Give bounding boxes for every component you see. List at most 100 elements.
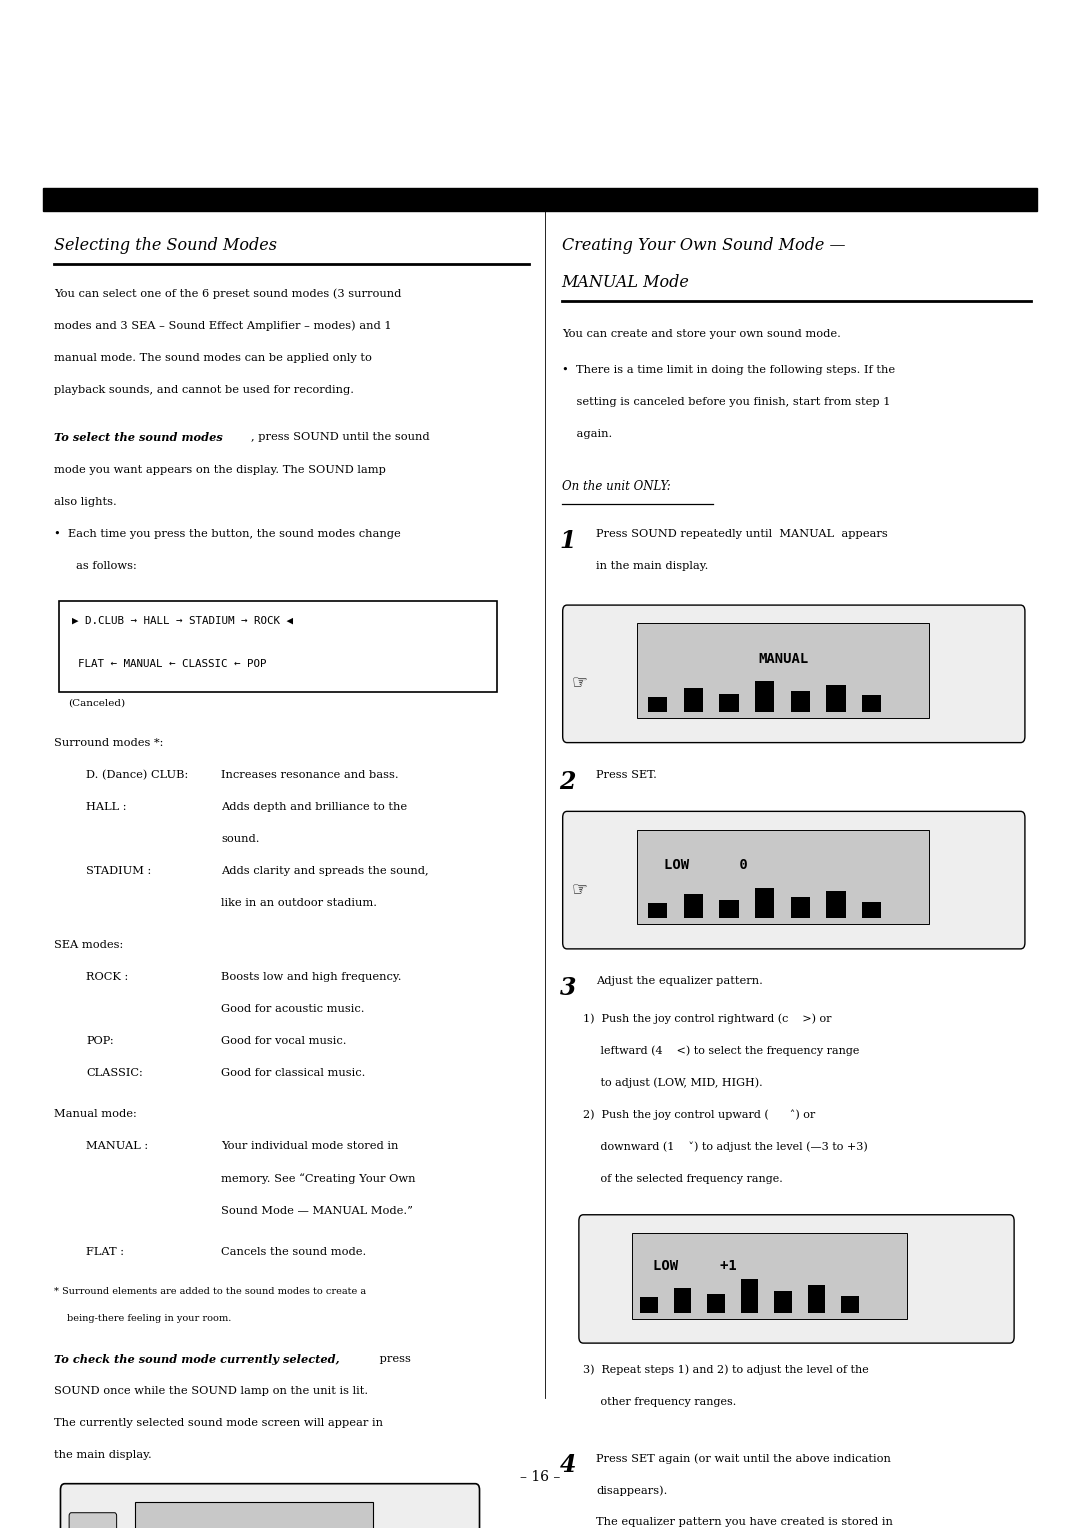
Bar <box>826 891 846 918</box>
Text: manual mode. The sound modes can be applied only to: manual mode. The sound modes can be appl… <box>54 353 372 364</box>
Text: to adjust (LOW, MID, HIGH).: to adjust (LOW, MID, HIGH). <box>583 1077 762 1088</box>
FancyBboxPatch shape <box>563 605 1025 743</box>
Bar <box>791 897 810 918</box>
Text: You can select one of the 6 preset sound modes (3 surround: You can select one of the 6 preset sound… <box>54 289 402 299</box>
Text: , press SOUND until the sound: , press SOUND until the sound <box>251 432 429 443</box>
Text: Adds depth and brilliance to the: Adds depth and brilliance to the <box>221 802 407 813</box>
Bar <box>862 902 881 918</box>
Text: Selecting the Sound Modes: Selecting the Sound Modes <box>54 237 276 254</box>
Bar <box>648 697 667 712</box>
Text: LOW     +1: LOW +1 <box>653 1259 738 1273</box>
Text: again.: again. <box>562 429 612 440</box>
Text: 1: 1 <box>559 529 576 553</box>
Text: FLAT :: FLAT : <box>86 1247 124 1258</box>
Text: ☞: ☞ <box>571 880 588 898</box>
Text: MANUAL: MANUAL <box>758 652 808 666</box>
Bar <box>640 1297 658 1313</box>
Text: of the selected frequency range.: of the selected frequency range. <box>583 1174 783 1184</box>
Text: SOUND once while the SOUND lamp on the unit is lit.: SOUND once while the SOUND lamp on the u… <box>54 1386 368 1397</box>
Text: Good for vocal music.: Good for vocal music. <box>221 1036 347 1047</box>
Text: On the unit ONLY:: On the unit ONLY: <box>562 480 671 494</box>
Bar <box>841 1296 859 1313</box>
Text: Sound Mode — MANUAL Mode.”: Sound Mode — MANUAL Mode.” <box>221 1206 414 1216</box>
Text: as follows:: as follows: <box>76 561 136 571</box>
Text: Manual mode:: Manual mode: <box>54 1109 137 1120</box>
Text: To check the sound mode currently selected,: To check the sound mode currently select… <box>54 1354 339 1365</box>
Text: sound.: sound. <box>221 834 260 845</box>
Bar <box>826 685 846 712</box>
Bar <box>719 900 739 918</box>
Text: STADIUM :: STADIUM : <box>86 866 151 877</box>
Text: in the main display.: in the main display. <box>596 561 708 571</box>
Text: Good for classical music.: Good for classical music. <box>221 1068 366 1079</box>
Text: Cancels the sound mode.: Cancels the sound mode. <box>221 1247 366 1258</box>
Text: Press SET.: Press SET. <box>596 770 657 781</box>
Text: like in an outdoor stadium.: like in an outdoor stadium. <box>221 898 377 909</box>
Text: 2: 2 <box>559 770 576 795</box>
Text: 4: 4 <box>559 1453 576 1478</box>
Text: MANUAL Mode: MANUAL Mode <box>562 274 689 290</box>
Text: memory. See “Creating Your Own: memory. See “Creating Your Own <box>221 1174 416 1184</box>
Bar <box>755 888 774 918</box>
Bar <box>808 1285 825 1313</box>
Text: •  Each time you press the button, the sound modes change: • Each time you press the button, the so… <box>54 529 401 539</box>
Bar <box>719 694 739 712</box>
Text: Creating Your Own Sound Mode —: Creating Your Own Sound Mode — <box>562 237 846 254</box>
Bar <box>135 1502 373 1528</box>
FancyBboxPatch shape <box>60 1484 480 1528</box>
Text: Press SOUND repeatedly until  MANUAL  appears: Press SOUND repeatedly until MANUAL appe… <box>596 529 888 539</box>
Text: 2)  Push the joy control upward (      ˄) or: 2) Push the joy control upward ( ˄) or <box>583 1109 815 1120</box>
Text: * Surround elements are added to the sound modes to create a: * Surround elements are added to the sou… <box>54 1287 366 1296</box>
Text: To select the sound modes: To select the sound modes <box>54 432 222 443</box>
Bar <box>637 830 929 924</box>
Text: playback sounds, and cannot be used for recording.: playback sounds, and cannot be used for … <box>54 385 354 396</box>
Text: 1)  Push the joy control rightward (c    >) or: 1) Push the joy control rightward (c >) … <box>583 1013 832 1024</box>
Text: the main display.: the main display. <box>54 1450 152 1461</box>
Text: SEA modes:: SEA modes: <box>54 940 123 950</box>
Text: POP:: POP: <box>86 1036 114 1047</box>
Text: MANUAL :: MANUAL : <box>86 1141 149 1152</box>
Text: D. (Dance) CLUB:: D. (Dance) CLUB: <box>86 770 189 781</box>
Text: Boosts low and high frequency.: Boosts low and high frequency. <box>221 972 402 983</box>
Text: mode you want appears on the display. The SOUND lamp: mode you want appears on the display. Th… <box>54 465 386 475</box>
Bar <box>43 188 1037 211</box>
Bar <box>59 601 497 692</box>
FancyBboxPatch shape <box>563 811 1025 949</box>
Text: Good for acoustic music.: Good for acoustic music. <box>221 1004 365 1015</box>
Text: You can create and store your own sound mode.: You can create and store your own sound … <box>562 329 840 339</box>
Text: Press SET again (or wait until the above indication: Press SET again (or wait until the above… <box>596 1453 891 1464</box>
Text: FLAT ← MANUAL ← CLASSIC ← POP: FLAT ← MANUAL ← CLASSIC ← POP <box>78 659 267 669</box>
Text: – 16 –: – 16 – <box>519 1470 561 1484</box>
Text: HALL :: HALL : <box>86 802 127 813</box>
Text: Adds clarity and spreads the sound,: Adds clarity and spreads the sound, <box>221 866 429 877</box>
Text: The currently selected sound mode screen will appear in: The currently selected sound mode screen… <box>54 1418 383 1429</box>
Text: 3)  Repeat steps 1) and 2) to adjust the level of the: 3) Repeat steps 1) and 2) to adjust the … <box>583 1365 869 1375</box>
Text: modes and 3 SEA – Sound Effect Amplifier – modes) and 1: modes and 3 SEA – Sound Effect Amplifier… <box>54 321 392 332</box>
Bar <box>862 695 881 712</box>
Text: ▶ D.CLUB → HALL → STADIUM → ROCK ◀: ▶ D.CLUB → HALL → STADIUM → ROCK ◀ <box>72 616 294 626</box>
Bar <box>707 1294 725 1313</box>
Bar <box>755 681 774 712</box>
Text: LOW      0: LOW 0 <box>664 859 748 872</box>
Bar <box>791 691 810 712</box>
Bar <box>684 688 703 712</box>
Bar <box>648 903 667 918</box>
Text: Your individual mode stored in: Your individual mode stored in <box>221 1141 399 1152</box>
FancyBboxPatch shape <box>579 1215 1014 1343</box>
Text: setting is canceled before you finish, start from step 1: setting is canceled before you finish, s… <box>562 397 890 408</box>
Text: being-there feeling in your room.: being-there feeling in your room. <box>67 1314 231 1323</box>
Text: Surround modes *:: Surround modes *: <box>54 738 163 749</box>
Text: (Canceled): (Canceled) <box>68 698 125 707</box>
Bar <box>741 1279 758 1313</box>
Text: Adjust the equalizer pattern.: Adjust the equalizer pattern. <box>596 976 764 987</box>
Text: leftward (4    <) to select the frequency range: leftward (4 <) to select the frequency r… <box>583 1045 860 1056</box>
Text: CLASSIC:: CLASSIC: <box>86 1068 144 1079</box>
Bar <box>632 1233 907 1319</box>
FancyBboxPatch shape <box>69 1513 117 1528</box>
Text: ☞: ☞ <box>571 674 588 692</box>
Text: The equalizer pattern you have created is stored in: The equalizer pattern you have created i… <box>596 1517 893 1528</box>
Text: •  There is a time limit in doing the following steps. If the: • There is a time limit in doing the fol… <box>562 365 894 376</box>
Bar <box>674 1288 691 1313</box>
Text: also lights.: also lights. <box>54 497 117 507</box>
Text: disappears).: disappears). <box>596 1485 667 1496</box>
